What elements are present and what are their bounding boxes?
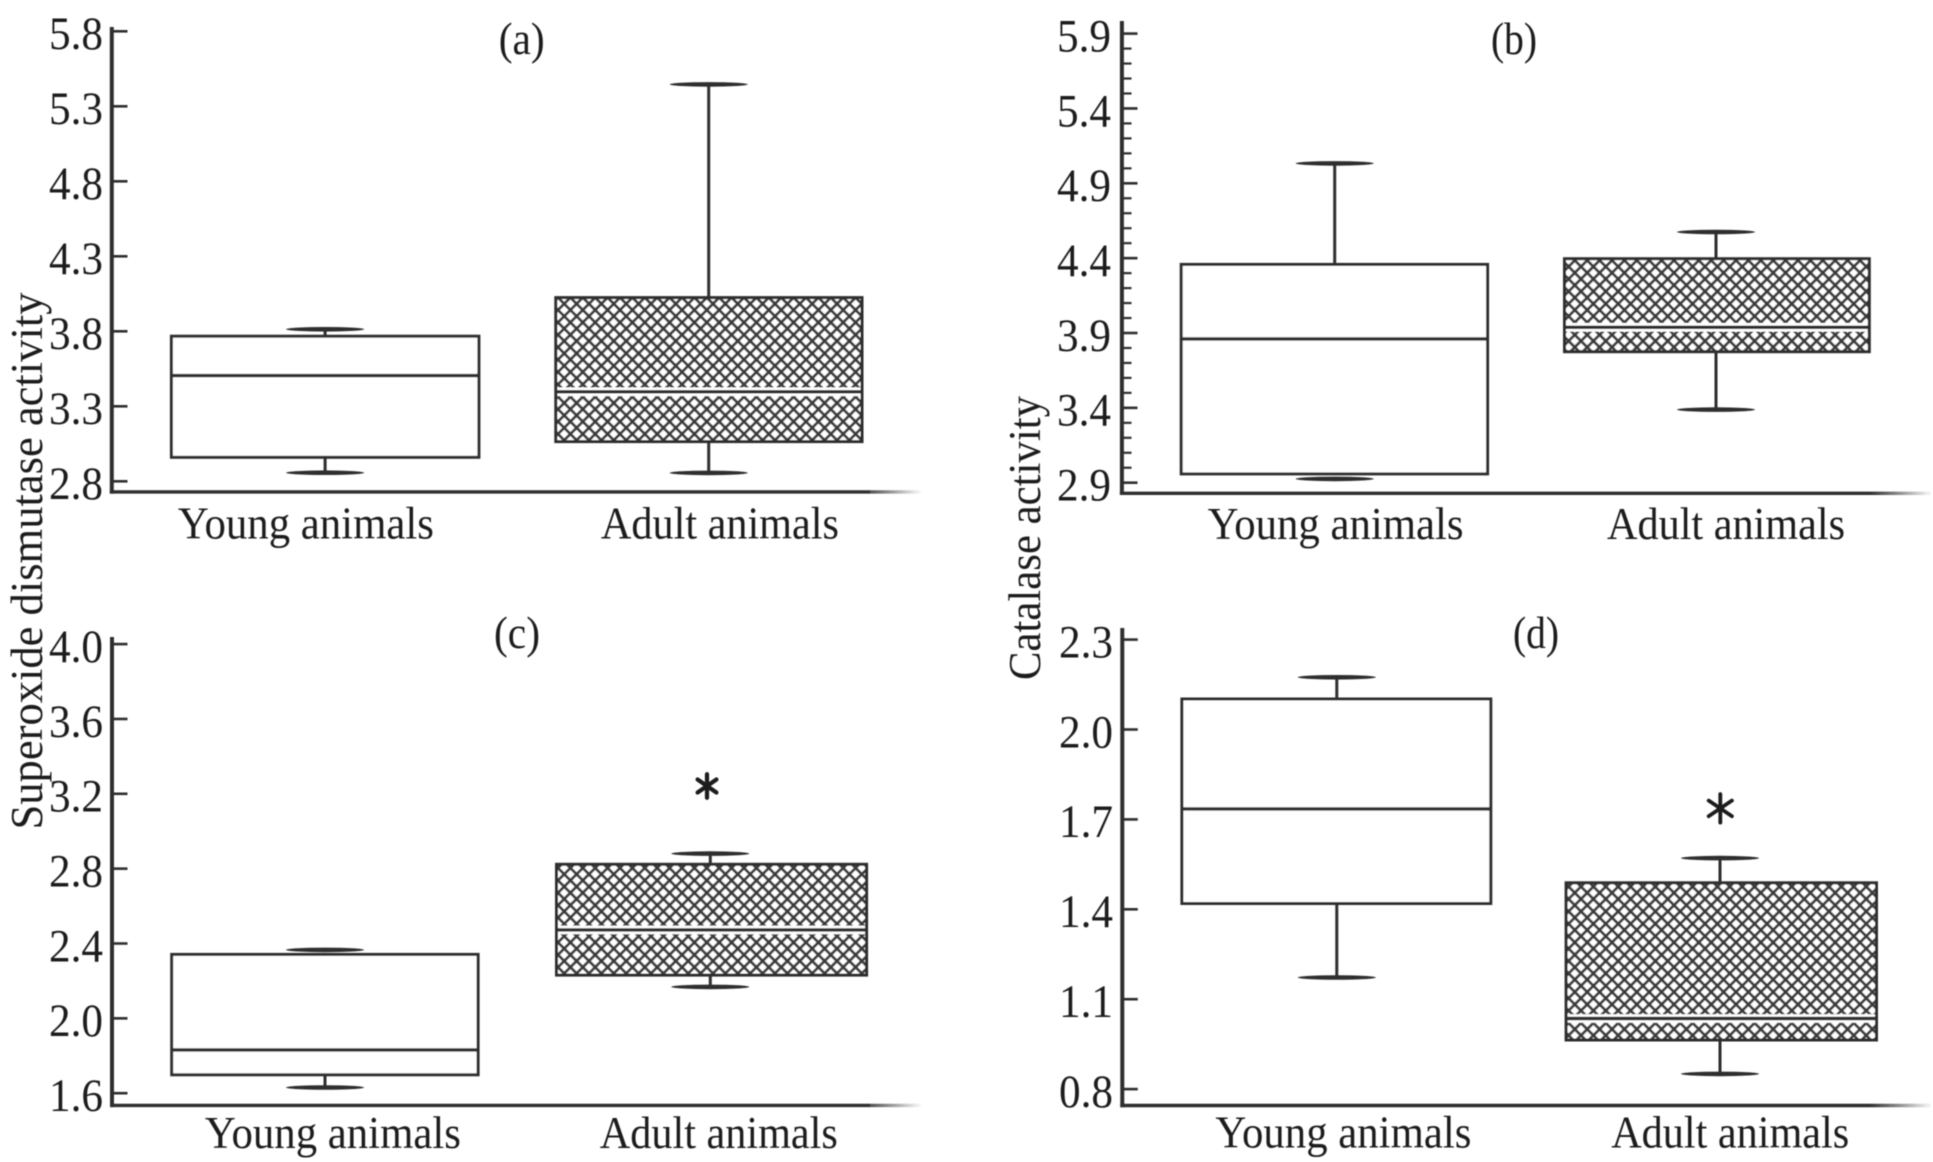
svg-text:3.3: 3.3	[49, 383, 103, 435]
svg-text:1.4: 1.4	[1059, 886, 1113, 938]
svg-text:Catalase activity: Catalase activity	[1000, 396, 1050, 680]
svg-text:2.4: 2.4	[49, 920, 103, 972]
svg-text:5.8: 5.8	[49, 8, 103, 60]
svg-text:Adult animals: Adult animals	[600, 1108, 838, 1158]
svg-text:(c): (c)	[494, 608, 540, 658]
svg-text:3.8: 3.8	[49, 308, 103, 360]
svg-text:4.9: 4.9	[1057, 160, 1111, 212]
svg-text:4.4: 4.4	[1057, 235, 1111, 287]
svg-text:Young animals: Young animals	[1208, 499, 1464, 549]
svg-text:3.2: 3.2	[49, 771, 103, 823]
svg-text:Young animals: Young animals	[205, 1108, 461, 1158]
svg-text:(d): (d)	[1513, 608, 1559, 658]
svg-text:Superoxide dismutase activity: Superoxide dismutase activity	[2, 292, 52, 829]
svg-text:3.4: 3.4	[1057, 385, 1111, 437]
svg-text:2.0: 2.0	[1059, 706, 1113, 758]
svg-text:(a): (a)	[499, 14, 545, 64]
svg-text:Adult animals: Adult animals	[1611, 1108, 1849, 1158]
svg-text:5.3: 5.3	[49, 83, 103, 135]
svg-text:Young animals: Young animals	[1215, 1108, 1471, 1158]
svg-text:Adult animals: Adult animals	[1607, 499, 1845, 549]
svg-text:Young animals: Young animals	[178, 499, 434, 549]
svg-text:2.3: 2.3	[1059, 616, 1113, 668]
svg-text:1.6: 1.6	[49, 1070, 103, 1122]
svg-text:5.4: 5.4	[1057, 85, 1111, 137]
svg-text:(b): (b)	[1491, 14, 1537, 64]
svg-text:3.9: 3.9	[1057, 310, 1111, 362]
svg-text:1.1: 1.1	[1059, 976, 1113, 1028]
svg-text:4.3: 4.3	[49, 233, 103, 285]
svg-text:0.8: 0.8	[1059, 1066, 1113, 1118]
svg-text:4.8: 4.8	[49, 158, 103, 210]
svg-text:Adult animals: Adult animals	[601, 499, 839, 549]
svg-text:2.0: 2.0	[49, 995, 103, 1047]
svg-text:1.7: 1.7	[1059, 796, 1113, 848]
svg-text:3.6: 3.6	[49, 696, 103, 748]
svg-text:5.9: 5.9	[1057, 10, 1111, 62]
svg-text:2.8: 2.8	[49, 458, 103, 510]
svg-text:4.0: 4.0	[49, 621, 103, 673]
svg-text:2.8: 2.8	[49, 845, 103, 897]
svg-text:2.9: 2.9	[1057, 460, 1111, 512]
